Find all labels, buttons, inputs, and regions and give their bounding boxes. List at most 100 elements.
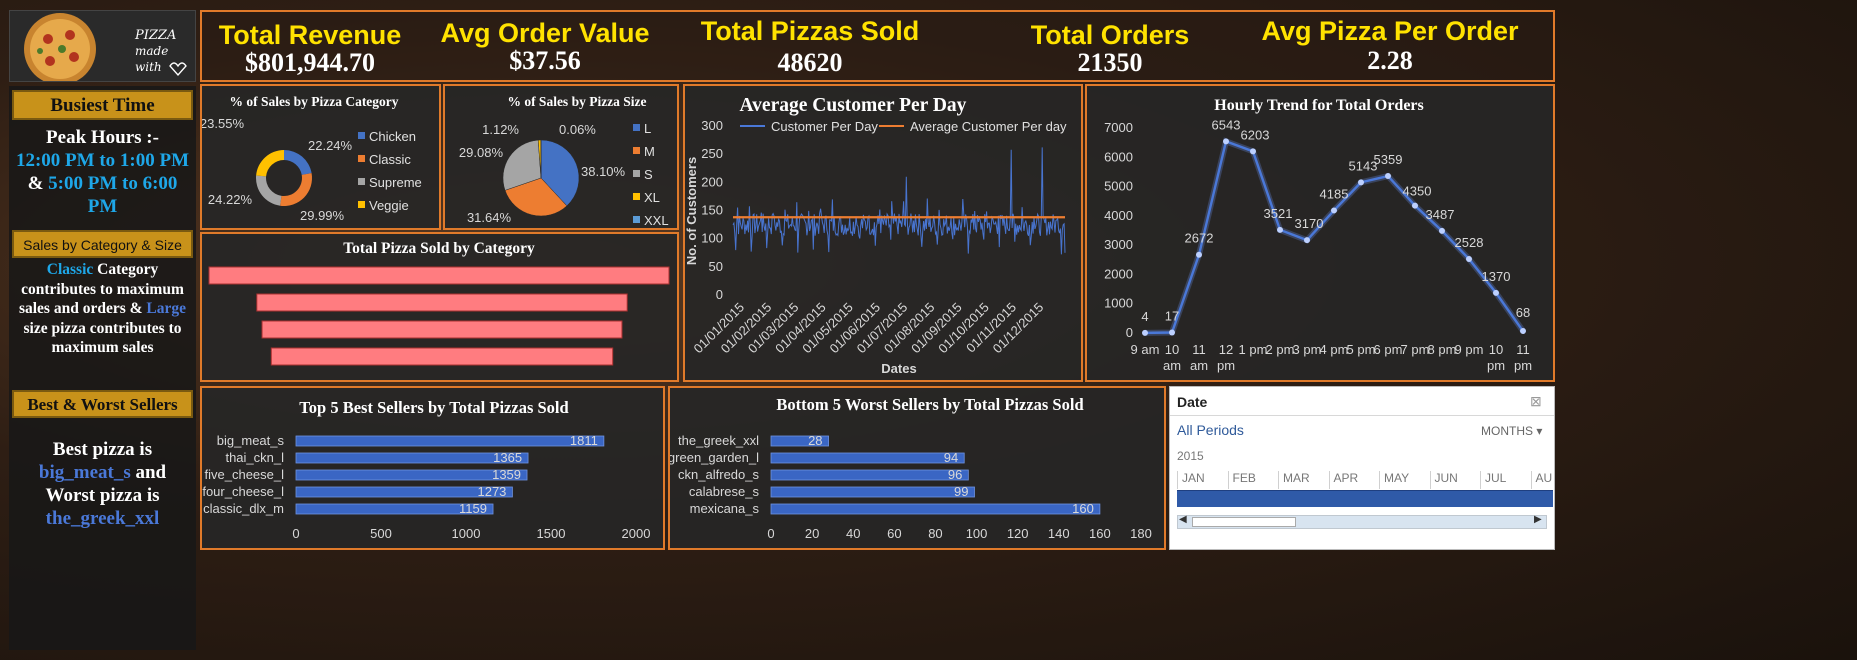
x-tick-label: 11 [1192,342,1206,357]
data-label: 4 [1141,309,1148,324]
x-tick-label: 6 pm [1374,342,1403,357]
data-label: 1359 [492,467,521,482]
timeline-scrollbar[interactable]: ◀ ▶ [1177,515,1547,529]
timeline-month-jun[interactable]: JUN [1430,471,1480,489]
chart-title: Total Pizza Sold by Category [343,240,535,257]
busiest-time-heading: Busiest Time [12,90,193,120]
timeline-selection-bar[interactable] [1177,490,1553,507]
y-tick-label: calabrese_s [689,484,760,499]
chart-sales-by-category: % of Sales by Pizza Category 22.24%29.99… [202,86,439,228]
data-label: 1365 [493,450,522,465]
timeline-granularity[interactable]: MONTHS ▾ [1481,424,1542,438]
bar-classic [209,267,669,284]
y-tick-label: five_cheese_l [205,467,285,482]
x-tick-label: 9 am [1131,342,1160,357]
worst-pizza-name: the_greek_xxl [46,508,160,529]
x-tick-label: 500 [370,526,392,541]
timeline-month-may[interactable]: MAY [1379,471,1429,489]
bar-veggie [262,321,622,338]
line-customers-per-day [733,147,1065,254]
chart-title: % of Sales by Pizza Size [507,94,646,109]
y-tick-label: 0 [1126,325,1133,340]
x-tick-label-line2: pm [1487,358,1505,373]
data-label: 96 [948,467,962,482]
timeline-month-jan[interactable]: JAN [1177,471,1227,489]
y-tick-label: classic_dlx_m [203,501,284,516]
data-label: 68 [1516,305,1530,320]
scroll-right-icon[interactable]: ▶ [1534,514,1542,525]
y-tick-label: 150 [701,203,723,218]
kpi-value-revenue: $801,944.70 [210,48,410,78]
peak-amp: & [28,173,44,194]
timeline-month-apr[interactable]: APR [1329,471,1379,489]
scroll-thumb[interactable] [1192,517,1296,527]
svg-text:made: made [135,44,168,58]
peak-time-2: 5:00 PM to 6:00 PM [48,173,177,217]
legend-swatch [358,201,365,208]
legend-label-xxl: XXL [644,213,669,228]
data-label: 17 [1165,309,1179,324]
timeline-year: 2015 [1177,449,1204,463]
legend-label-supreme: Supreme [369,175,422,190]
scroll-left-icon[interactable]: ◀ [1179,514,1187,525]
x-tick-label: 80 [928,526,942,541]
bar-ckn_alfredo_s [771,470,968,480]
data-label: 160 [1072,501,1094,516]
y-tick-label: 5000 [1104,179,1133,194]
y-tick-label: 300 [701,118,723,133]
y-tick-label: mexicana_s [690,501,760,516]
x-tick-label: 2 pm [1266,342,1295,357]
highlight-classic: Classic [47,261,94,278]
data-point [1277,227,1283,233]
data-label: 6203 [1241,127,1270,142]
legend-label-xl: XL [644,190,660,205]
y-tick-label: green_garden_l [670,450,759,465]
data-point [1520,328,1526,334]
chart-title: % of Sales by Pizza Category [229,94,398,109]
x-tick-label: 1500 [537,526,566,541]
legend-label-m: M [644,144,655,159]
kpi-value-pizzas-sold: 48620 [700,48,920,78]
timeline-granularity-label: MONTHS [1481,424,1533,438]
timeline-period[interactable]: All Periods [1177,422,1244,438]
x-tick-label: 2000 [622,526,651,541]
chart-best-sellers: Top 5 Best Sellers by Total Pizzas Sold … [202,388,663,548]
x-tick-label: 5 pm [1347,342,1376,357]
clear-filter-icon[interactable]: ⊠ [1530,393,1542,410]
chart-title: Average Customer Per Day [740,95,967,116]
date-timeline-slicer[interactable]: Date ⊠ All Periods MONTHS ▾ 2015 JAN FEB M… [1169,386,1555,550]
data-label: 28 [808,433,822,448]
data-label: 5359 [1374,152,1403,167]
x-tick-label: 1000 [452,526,481,541]
y-tick-label: 3000 [1104,237,1133,252]
x-tick-label: 1 pm [1239,342,1268,357]
peak-hours-label: Peak Hours :- [12,126,193,149]
x-tick-label: 20 [805,526,819,541]
timeline-month-mar[interactable]: MAR [1278,471,1328,489]
data-label: 1370 [1482,269,1511,284]
y-tick-label: 250 [701,146,723,161]
data-label: 3521 [1264,206,1293,221]
x-tick-label: 60 [887,526,901,541]
svg-text:with: with [135,60,162,74]
kpi-label-orders: Total Orders [1010,20,1210,51]
bar-mexicana_s [771,504,1100,514]
data-label: 29.99% [300,208,345,223]
timeline-months: JAN FEB MAR APR MAY JUN JUL AU [1170,471,1555,489]
kpi-label-pizzas-sold: Total Pizzas Sold [700,16,920,47]
timeline-month-jul[interactable]: JUL [1480,471,1530,489]
chart-worst-sellers: Bottom 5 Worst Sellers by Total Pizzas S… [670,388,1164,548]
data-label: 1159 [459,501,487,516]
y-tick-label: four_cheese_l [202,484,284,499]
chart-pizza-sold-by-category: Total Pizza Sold by Category [202,234,677,380]
x-tick-label-line2: pm [1217,358,1235,373]
chart-title: Bottom 5 Worst Sellers by Total Pizzas S… [776,395,1083,414]
legend-swatch [358,178,365,185]
timeline-month-feb[interactable]: FEB [1228,471,1278,489]
x-tick-label: 120 [1007,526,1029,541]
legend-label-chicken: Chicken [369,129,416,144]
legend-swatch [633,147,640,154]
y-tick-label: ckn_alfredo_s [678,467,759,482]
legend-swatch [633,170,640,177]
timeline-month-au[interactable]: AU [1531,471,1556,489]
